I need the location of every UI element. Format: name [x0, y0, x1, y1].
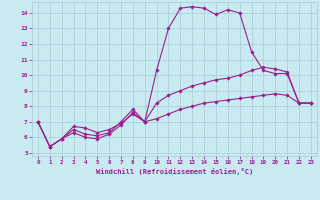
X-axis label: Windchill (Refroidissement éolien,°C): Windchill (Refroidissement éolien,°C)	[96, 168, 253, 175]
